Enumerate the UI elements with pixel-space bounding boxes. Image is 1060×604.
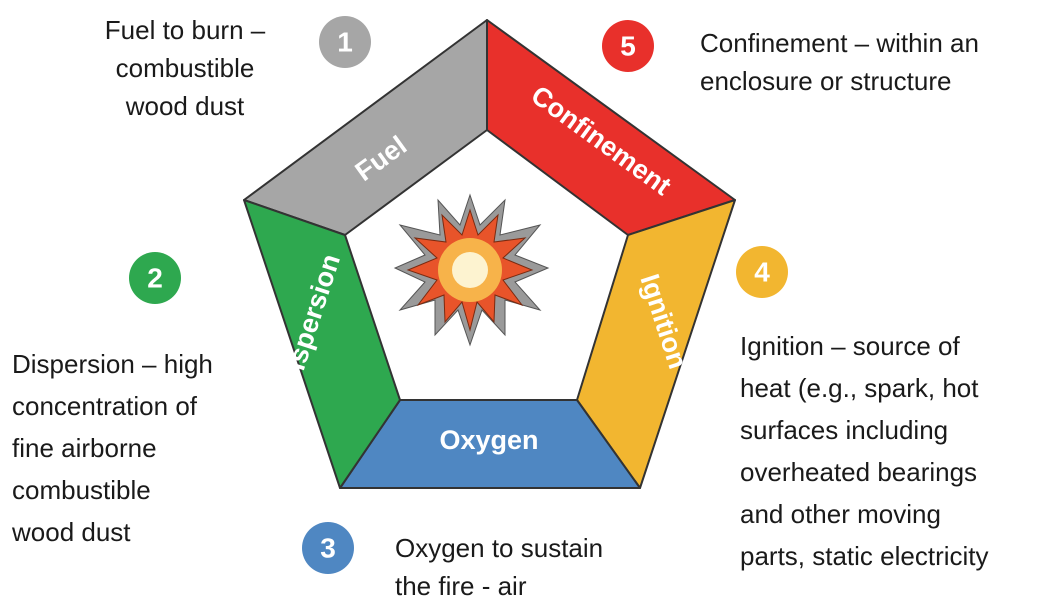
description-line: overheated bearings — [740, 457, 977, 487]
number: 3 — [320, 533, 336, 564]
explosion-core — [452, 252, 488, 288]
description-line: Confinement – within an — [700, 28, 979, 58]
description-line: and other moving — [740, 499, 941, 529]
description-line: combustible — [12, 475, 151, 505]
description-line: enclosure or structure — [700, 66, 951, 96]
description-line: combustible — [116, 53, 255, 83]
description-line: wood dust — [125, 91, 245, 121]
number: 4 — [754, 257, 770, 288]
description-line: the fire - air — [395, 571, 527, 601]
description-line: Oxygen to sustain — [395, 533, 603, 563]
description-line: parts, static electricity — [740, 541, 989, 571]
description-line: surfaces including — [740, 415, 948, 445]
diagram: Fuel Confinement Ignition Oxygen Dispers… — [0, 0, 1060, 604]
number: 5 — [620, 31, 636, 62]
description-line: Dispersion – high — [12, 349, 213, 379]
number: 1 — [337, 27, 353, 58]
page: Fuel Confinement Ignition Oxygen Dispers… — [0, 0, 1060, 604]
explosion-icon — [395, 195, 548, 345]
description-line: wood dust — [11, 517, 131, 547]
description-line: fine airborne — [12, 433, 157, 463]
segment-label: Oxygen — [439, 425, 538, 455]
description-line: heat (e.g., spark, hot — [740, 373, 979, 403]
description-line: Ignition – source of — [740, 331, 960, 361]
number: 2 — [147, 263, 163, 294]
description-line: concentration of — [12, 391, 198, 421]
description-line: Fuel to burn – — [105, 15, 266, 45]
